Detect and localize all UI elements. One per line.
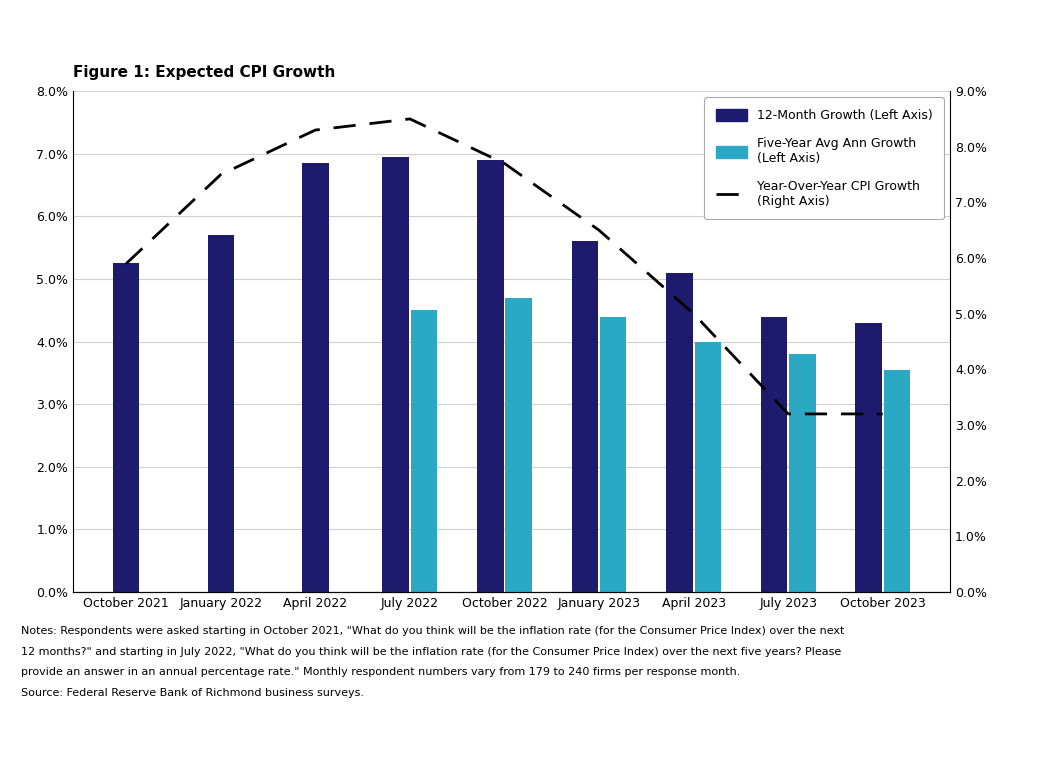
Bar xyxy=(600,317,626,592)
Bar xyxy=(302,163,329,592)
Text: Figure 1: Expected CPI Growth: Figure 1: Expected CPI Growth xyxy=(73,65,335,80)
Text: 12 months?" and starting in July 2022, "What do you think will be the inflation : 12 months?" and starting in July 2022, "… xyxy=(21,647,841,657)
Bar xyxy=(208,235,234,592)
Bar xyxy=(883,370,910,592)
Legend: 12-Month Growth (Left Axis), Five-Year Avg Ann Growth
(Left Axis), Year-Over-Yea: 12-Month Growth (Left Axis), Five-Year A… xyxy=(705,97,944,219)
Bar xyxy=(855,323,882,592)
Bar xyxy=(572,241,598,592)
Bar xyxy=(694,342,721,592)
Bar xyxy=(382,157,409,592)
Bar xyxy=(411,310,437,592)
Bar xyxy=(477,160,503,592)
Text: provide an answer in an annual percentage rate." Monthly respondent numbers vary: provide an answer in an annual percentag… xyxy=(21,667,740,677)
Bar xyxy=(789,354,815,592)
Bar xyxy=(505,298,531,592)
Text: Notes: Respondents were asked starting in October 2021, "What do you think will : Notes: Respondents were asked starting i… xyxy=(21,626,845,636)
Bar xyxy=(113,263,140,592)
Bar xyxy=(666,272,692,592)
Bar xyxy=(761,317,787,592)
Text: Source: Federal Reserve Bank of Richmond business surveys.: Source: Federal Reserve Bank of Richmond… xyxy=(21,688,364,698)
